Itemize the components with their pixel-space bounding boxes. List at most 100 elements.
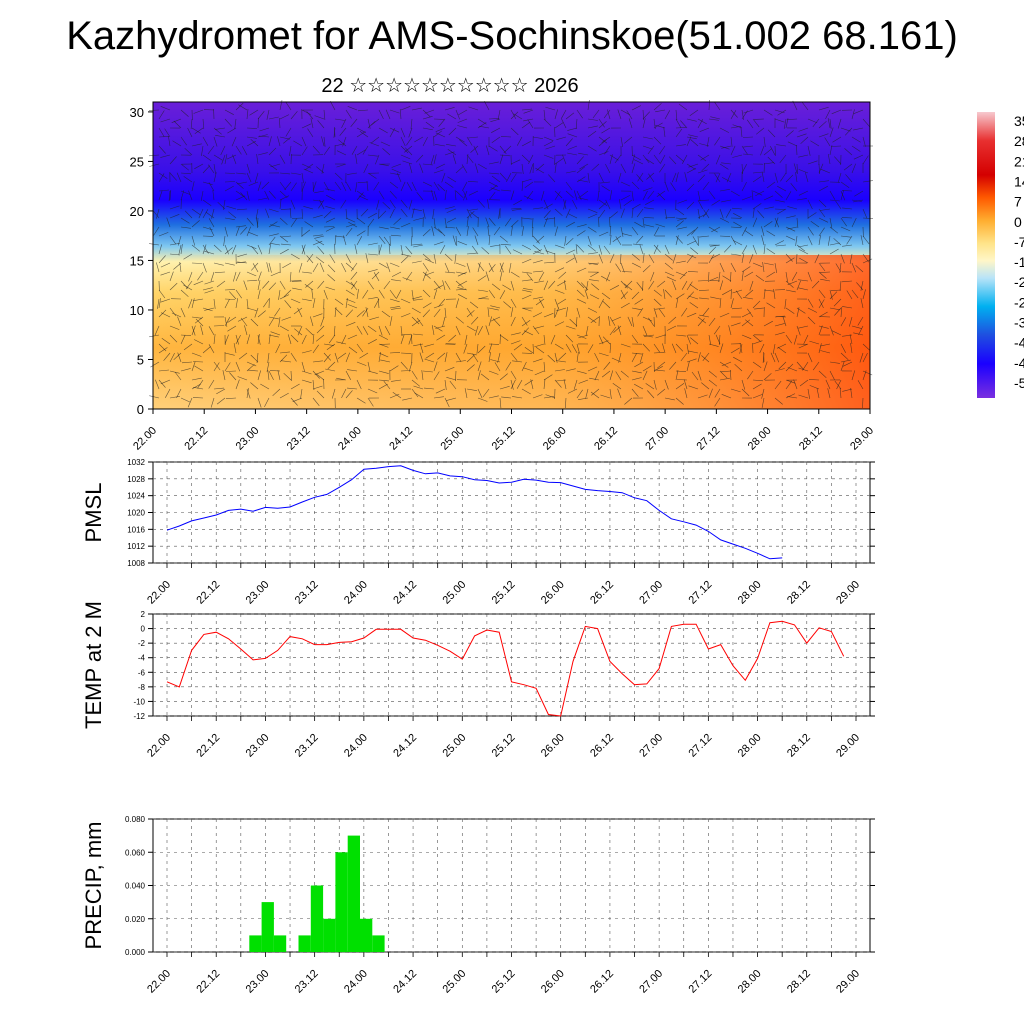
- wind-barb: [601, 275, 611, 282]
- wind-barb: [334, 118, 345, 121]
- wind-barb: [697, 118, 707, 125]
- wind-barb: [236, 208, 248, 211]
- wind-barb: [658, 308, 666, 318]
- wind-barb: [457, 271, 468, 277]
- wind-barb: [719, 262, 725, 273]
- wind-barb: [268, 233, 279, 237]
- colorbar-label: 0: [1014, 214, 1022, 230]
- wind-barb: [213, 136, 218, 147]
- wind-barb: [301, 163, 312, 169]
- wind-barb: [598, 151, 609, 156]
- wind-barb: [378, 210, 387, 219]
- wind-barb: [224, 352, 235, 356]
- wind-barb: [202, 346, 211, 354]
- wind-barb: [455, 352, 462, 362]
- y-tick-label: 0: [141, 625, 146, 634]
- wind-barb: [160, 262, 171, 268]
- wind-barb: [490, 187, 501, 192]
- wind-barb: [213, 387, 225, 390]
- wind-barb: [747, 308, 754, 318]
- wind-barb: [565, 307, 568, 318]
- wind-barb: [370, 136, 380, 144]
- wind-barb: [257, 334, 261, 345]
- wind-barb: [565, 170, 576, 174]
- wind-barb: [851, 217, 857, 228]
- wind-barb: [513, 113, 523, 120]
- wind-barb: [491, 175, 501, 183]
- wind-barb: [752, 379, 764, 382]
- wind-barb: [224, 118, 233, 127]
- wind-barb: [422, 181, 433, 187]
- wind-barb: [796, 307, 800, 318]
- wind-barb: [743, 109, 754, 114]
- wind-barb: [534, 325, 545, 329]
- wind-barb: [268, 262, 272, 273]
- wind-barb: [464, 334, 468, 345]
- wind-barb: [405, 271, 413, 281]
- wind-barb: [237, 316, 248, 322]
- wind-barb: [719, 235, 731, 237]
- wind-barb: [510, 111, 519, 120]
- wind-barb: [316, 325, 325, 334]
- wind-barb: [499, 154, 504, 165]
- wind-barb: [556, 136, 567, 140]
- wind-barb: [609, 285, 620, 291]
- wind-barb: [532, 270, 544, 273]
- x-tick-label: 22.12: [194, 968, 222, 996]
- wind-barb: [325, 206, 336, 210]
- wind-barb: [400, 334, 405, 345]
- wind-barb: [227, 127, 237, 134]
- wind-barb: [833, 238, 842, 246]
- wind-barb: [634, 298, 644, 305]
- wind-barb: [477, 262, 481, 273]
- wind-barb: [772, 343, 776, 354]
- wind-barb: [264, 397, 270, 408]
- wind-barb: [378, 289, 385, 299]
- wind-barb: [741, 388, 750, 397]
- x-tick-label: 28.12: [785, 732, 813, 760]
- wind-barb: [617, 109, 622, 120]
- wind-barb: [521, 180, 524, 192]
- wind-barb: [686, 281, 693, 291]
- wind-barb: [510, 109, 517, 119]
- wind-barb: [578, 334, 589, 339]
- wind-barb: [747, 370, 754, 380]
- wind-barb: [345, 289, 355, 296]
- wind-barb: [376, 199, 380, 210]
- wind-barb: [278, 316, 281, 327]
- wind-barb: [745, 289, 754, 297]
- wind-barb: [466, 210, 475, 219]
- wind-barb: [177, 235, 182, 246]
- wind-barb: [728, 325, 732, 336]
- wind-barb: [331, 388, 336, 399]
- wind-barb: [774, 217, 779, 228]
- wind-barb: [655, 109, 666, 113]
- wind-barb: [389, 262, 400, 267]
- wind-barb: [446, 397, 457, 401]
- wind-barb: [598, 253, 603, 264]
- wind-barb: [761, 235, 765, 246]
- wind-barb: [435, 325, 446, 329]
- wind-barb: [743, 153, 754, 156]
- wind-barb: [684, 388, 688, 399]
- wind-barb: [587, 344, 594, 354]
- wind-barb: [325, 188, 336, 192]
- wind-barb: [289, 271, 292, 283]
- wind-barb: [491, 127, 501, 133]
- wind-barb: [314, 235, 325, 239]
- wind-barb: [853, 127, 864, 131]
- wind-barb: [856, 282, 864, 291]
- wind-barb: [653, 289, 662, 297]
- wind-barb: [710, 253, 721, 259]
- wind-barb: [642, 264, 651, 273]
- wind-barb: [216, 280, 226, 288]
- x-tick-label: 28.12: [785, 968, 813, 996]
- wind-barb: [202, 262, 207, 273]
- wind-barb: [763, 136, 766, 147]
- wind-barb: [367, 339, 377, 345]
- precip-bar: [360, 918, 373, 953]
- wind-barb: [290, 298, 301, 304]
- wind-barb: [345, 370, 351, 380]
- wind-barb: [411, 296, 422, 300]
- wind-barb: [354, 244, 358, 255]
